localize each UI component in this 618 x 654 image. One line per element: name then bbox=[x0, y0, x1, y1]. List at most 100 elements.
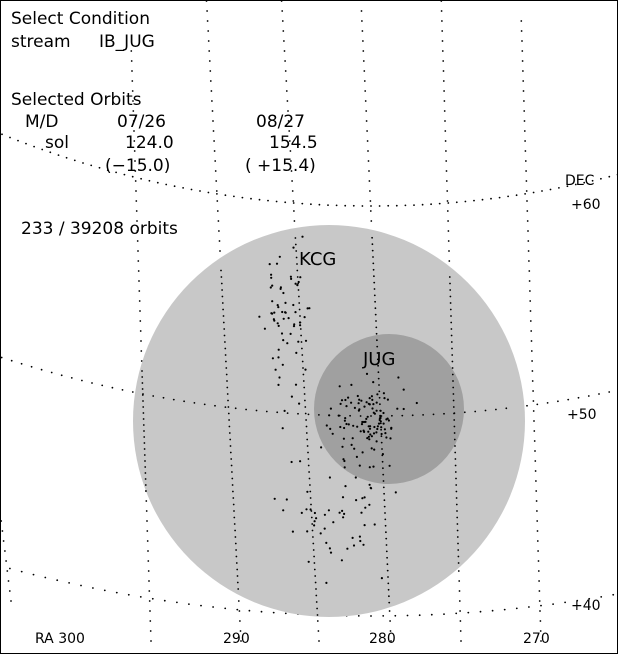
sol-start: 124.0 bbox=[125, 133, 174, 153]
ra-line-6 bbox=[529, 300, 532, 302]
dec-line-2 bbox=[32, 573, 35, 576]
dec-line-2 bbox=[612, 593, 615, 596]
orbit-point bbox=[359, 539, 362, 543]
orbit-point bbox=[345, 422, 348, 426]
dec-line-0 bbox=[464, 200, 467, 203]
ra-line-6 bbox=[526, 220, 529, 222]
ra-line-2 bbox=[212, 130, 215, 132]
ra-line-3 bbox=[290, 160, 292, 162]
ra-line-4 bbox=[369, 190, 371, 192]
ra-line-over-1 bbox=[143, 436, 146, 438]
dec-line-0 bbox=[216, 193, 218, 195]
orbit-point bbox=[354, 476, 357, 479]
ra-line-over-2 bbox=[220, 269, 222, 272]
ra-line-1 bbox=[135, 210, 138, 212]
ra-line-over-4 bbox=[378, 396, 381, 399]
ra-line-3 bbox=[281, 20, 284, 22]
orbit-point bbox=[328, 547, 331, 550]
ra-line-over-4 bbox=[379, 422, 382, 425]
ra-line-1 bbox=[147, 570, 150, 572]
dec-line-0 bbox=[421, 203, 424, 206]
orbit-point bbox=[271, 284, 274, 287]
orbit-point bbox=[274, 368, 277, 371]
ra-line-over-4 bbox=[374, 313, 377, 316]
dec-line-0 bbox=[224, 194, 227, 197]
ra-line-6 bbox=[530, 340, 533, 342]
ra-line-over-2 bbox=[232, 503, 235, 506]
sol-end: 154.5 bbox=[269, 133, 318, 153]
orbit-point bbox=[300, 511, 303, 514]
orbit-point bbox=[329, 427, 332, 430]
ra-line-over-4 bbox=[380, 441, 383, 444]
ra-line-6 bbox=[524, 140, 526, 142]
orbit-point bbox=[382, 411, 385, 415]
ra-line-6 bbox=[521, 60, 524, 62]
orbit-point bbox=[297, 340, 300, 343]
orbit-count: 233 / 39208 orbits bbox=[21, 219, 178, 239]
ra-line-over-3 bbox=[304, 399, 306, 402]
dec-line-0 bbox=[33, 145, 35, 148]
orbit-point bbox=[361, 451, 364, 454]
dec-line-2 bbox=[443, 613, 445, 615]
orbit-point bbox=[344, 485, 347, 488]
ra-line-6 bbox=[523, 120, 526, 122]
ra-line-over-5 bbox=[457, 549, 460, 551]
dec-line-1 bbox=[193, 402, 196, 404]
ra-line-6 bbox=[531, 360, 533, 362]
orbit-point bbox=[371, 398, 374, 401]
ra-line-over-2 bbox=[228, 432, 231, 434]
orbit-point bbox=[402, 407, 405, 411]
dec-line-0 bbox=[301, 202, 304, 205]
ra-line-2 bbox=[207, 30, 210, 32]
orbit-point bbox=[342, 458, 345, 461]
ra-line-over-5 bbox=[452, 406, 455, 408]
orbit-point bbox=[281, 310, 284, 314]
orbit-point bbox=[386, 417, 389, 420]
ra-line-over-3 bbox=[310, 510, 313, 512]
orbit-point bbox=[379, 409, 382, 412]
ra-line-4 bbox=[368, 180, 371, 182]
dec-line-1 bbox=[224, 406, 227, 408]
orbit-point bbox=[375, 401, 378, 404]
dec-line-0 bbox=[549, 188, 552, 191]
ra-line-over-5 bbox=[455, 477, 457, 480]
ra-line-over-3 bbox=[311, 529, 314, 532]
ra-line-over-2 bbox=[224, 354, 227, 356]
ra-line-4 bbox=[365, 110, 368, 112]
ra-line-0 bbox=[8, 590, 11, 592]
ra-line-over-5 bbox=[456, 523, 459, 525]
orbit-point bbox=[378, 417, 381, 420]
orbit-point bbox=[293, 323, 296, 326]
ra-line-over-2 bbox=[229, 451, 232, 454]
ra-line-over-3 bbox=[300, 334, 302, 337]
orbit-point bbox=[263, 327, 266, 330]
ra-line-over-5 bbox=[455, 484, 458, 486]
ra-line-4 bbox=[362, 60, 365, 62]
ra-line-1 bbox=[139, 320, 142, 322]
dec-line-0 bbox=[90, 164, 93, 167]
ra-line-2 bbox=[207, 40, 210, 42]
ra-line-1 bbox=[134, 180, 137, 182]
orbit-point bbox=[295, 351, 298, 354]
ra-line-2 bbox=[218, 240, 221, 242]
ra-line-5 bbox=[440, 1, 443, 2]
ra-line-5 bbox=[447, 220, 449, 222]
ra-line-5 bbox=[446, 200, 449, 202]
orbit-point bbox=[397, 376, 400, 379]
dec-line-1 bbox=[286, 412, 289, 414]
ra-line-1 bbox=[138, 300, 141, 302]
ra-line-over-3 bbox=[314, 581, 317, 584]
ra-line-over-5 bbox=[453, 412, 455, 415]
orbit-point bbox=[309, 508, 312, 511]
ra-line-over-3 bbox=[309, 484, 311, 486]
ra-line-over-5 bbox=[456, 510, 458, 512]
ra-line-5 bbox=[445, 150, 447, 152]
orbit-point bbox=[308, 307, 311, 310]
ra-line-over-3 bbox=[302, 367, 304, 369]
orbit-point bbox=[325, 581, 328, 585]
ra-line-over-4 bbox=[386, 556, 388, 559]
ra-line-over-2 bbox=[222, 308, 225, 311]
ra-line-over-2 bbox=[226, 386, 229, 389]
ra-line-over-5 bbox=[454, 458, 457, 460]
